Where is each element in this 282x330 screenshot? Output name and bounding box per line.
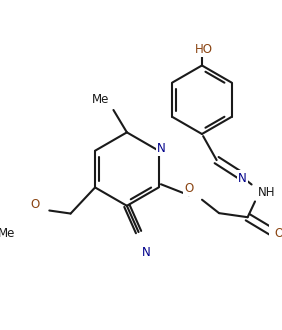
Text: N: N bbox=[142, 246, 151, 259]
Text: Me: Me bbox=[92, 93, 109, 106]
Text: O: O bbox=[184, 182, 193, 195]
Text: Me: Me bbox=[0, 227, 15, 241]
Text: HO: HO bbox=[195, 43, 213, 56]
Text: NH: NH bbox=[258, 186, 275, 199]
Text: N: N bbox=[157, 142, 166, 155]
Text: O: O bbox=[30, 198, 39, 211]
Text: N: N bbox=[238, 172, 247, 184]
Text: O: O bbox=[274, 227, 282, 240]
